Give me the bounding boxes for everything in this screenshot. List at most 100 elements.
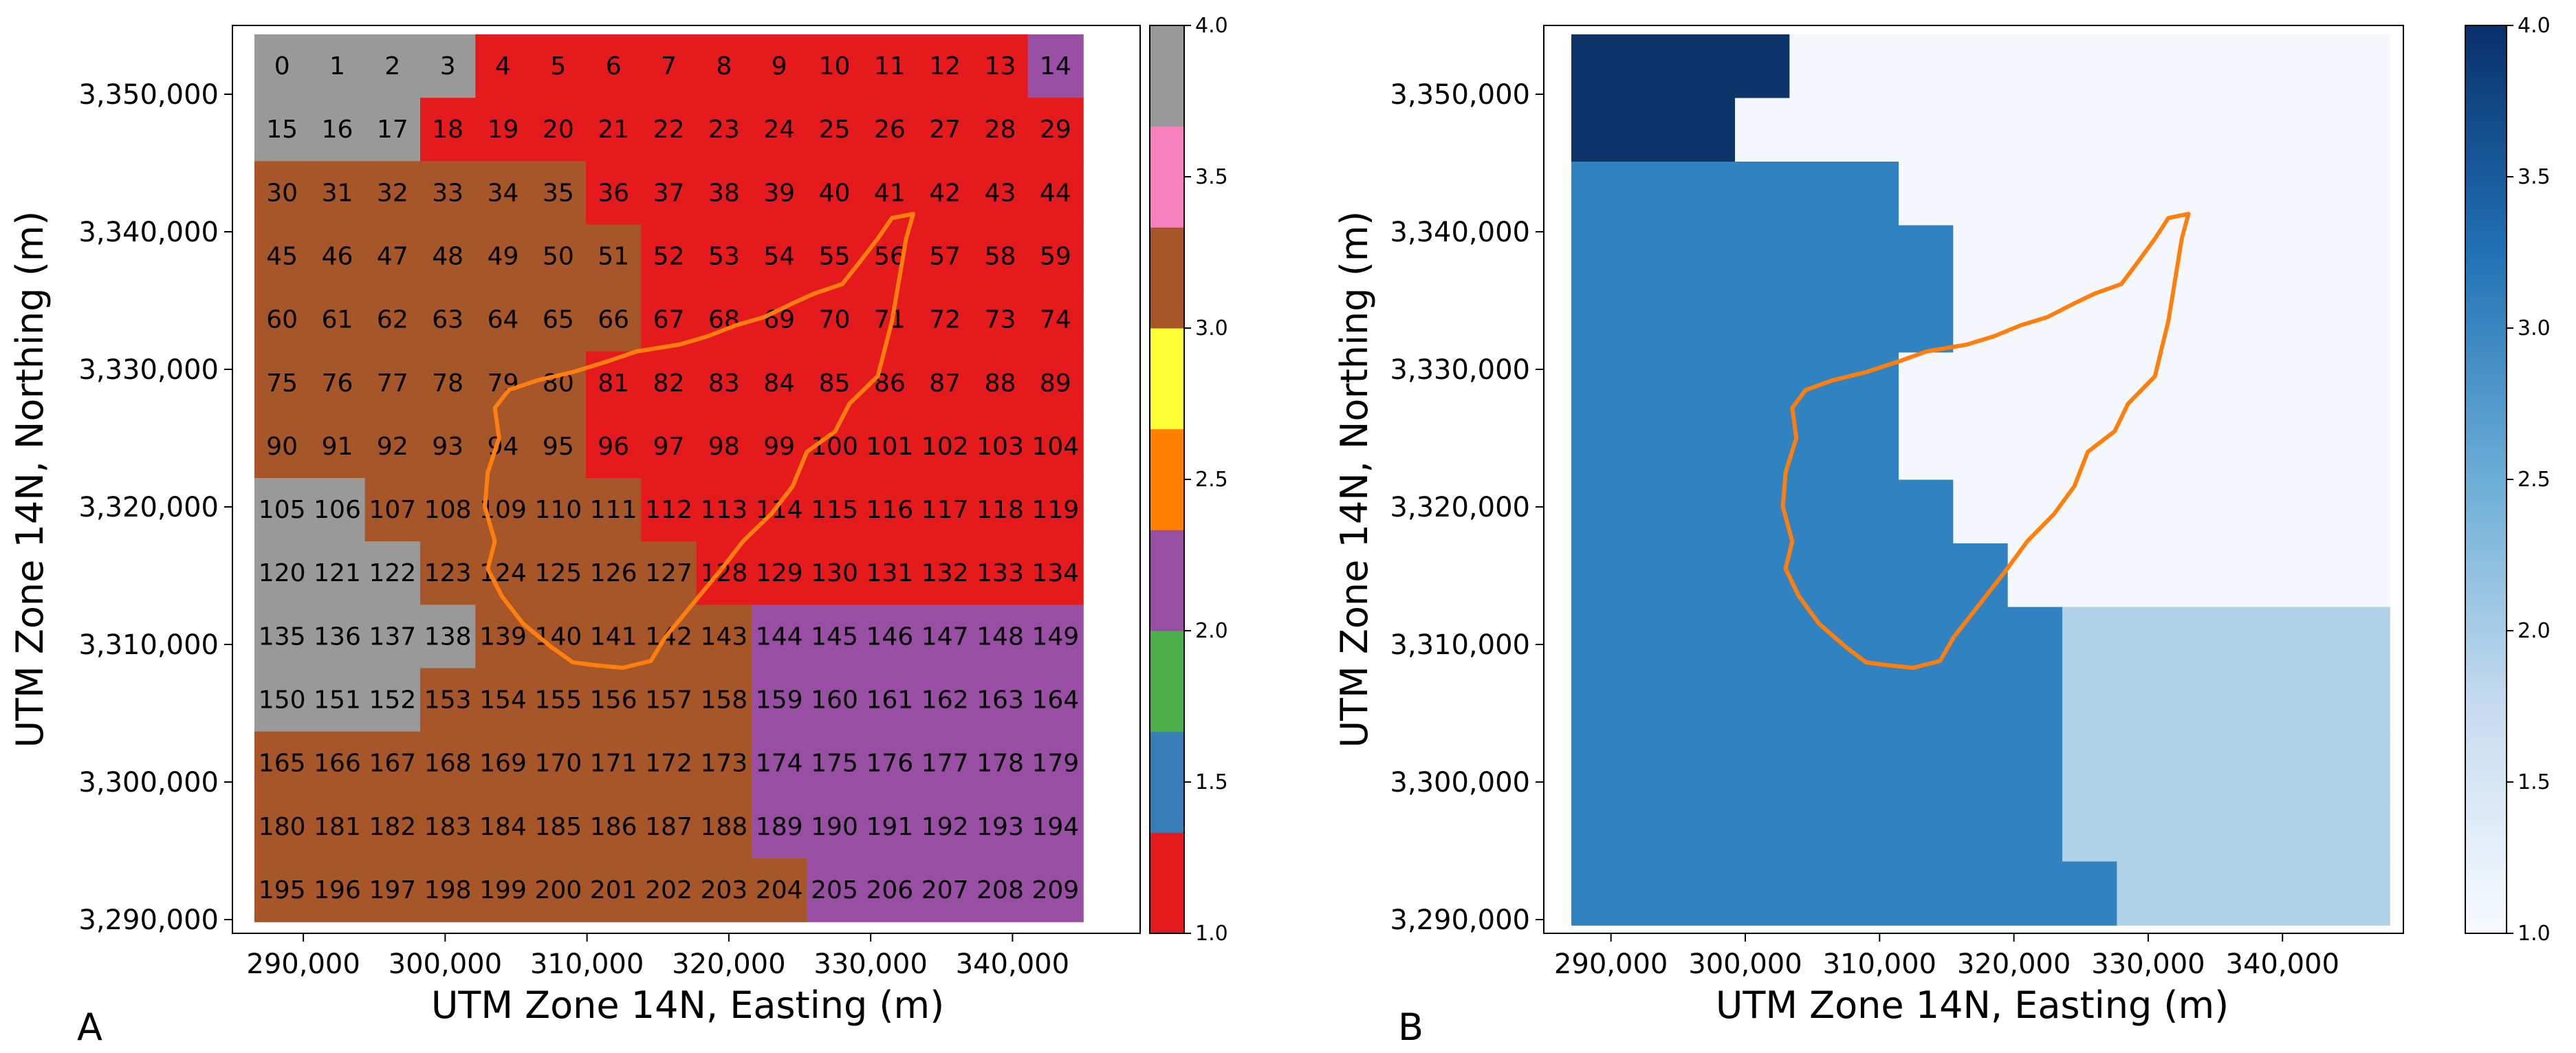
heatmap-cell (364, 287, 421, 352)
heatmap-cell (696, 224, 752, 289)
heatmap-cell (2062, 34, 2118, 99)
cell-id-label: 13 (985, 52, 1016, 80)
cell-id-label: 6 (606, 52, 622, 80)
heatmap-cell (1571, 34, 1627, 99)
heatmap-cell (641, 858, 697, 922)
cell-id-label: 124 (479, 559, 527, 587)
heatmap-cell (364, 858, 421, 922)
cell-id-label: 10 (819, 52, 851, 80)
heatmap-cell (2062, 861, 2118, 926)
colorbar-tick-label: 3.0 (2518, 316, 2551, 340)
y-tick-label: 3,290,000 (1390, 904, 1530, 936)
heatmap-cell (364, 351, 421, 415)
y-tick-label: 3,320,000 (1390, 492, 1530, 523)
cell-id-label: 8 (716, 52, 732, 80)
y-tick-label: 3,310,000 (1390, 629, 1530, 661)
heatmap-cell (2226, 671, 2282, 735)
heatmap-cell (586, 224, 642, 289)
heatmap-cell (1735, 289, 1791, 354)
heatmap-cell (1899, 798, 1954, 862)
heatmap-cell (254, 478, 311, 542)
heatmap-cell (1735, 671, 1791, 735)
cell-id-label: 209 (1032, 876, 1079, 904)
heatmap-cell (2226, 98, 2282, 162)
heatmap-cell (2117, 671, 2172, 735)
y-axis-label: UTM Zone 14N, Northing (m) (1333, 211, 1376, 748)
cell-id-label: 75 (266, 369, 298, 398)
cell-id-label: 97 (653, 433, 685, 461)
heatmap-cell (1571, 289, 1627, 354)
cell-id-label: 121 (314, 559, 361, 587)
heatmap-cell (530, 541, 587, 606)
heatmap-cell (2007, 98, 2063, 162)
axes-frame (1543, 25, 2404, 934)
heatmap-cell (254, 794, 311, 859)
heatmap-cell (1844, 861, 1899, 926)
cell-id-label: 43 (985, 179, 1016, 207)
heatmap-cell (1789, 225, 1845, 290)
cell-id-label: 40 (819, 179, 851, 207)
heatmap-cell (1735, 416, 1791, 481)
cell-id-label: 141 (590, 622, 637, 651)
heatmap-cell (1735, 479, 1791, 544)
cell-id-label: 67 (653, 306, 685, 334)
heatmap-cell (2335, 162, 2390, 226)
cell-id-label: 104 (1032, 433, 1079, 461)
heatmap-cell (309, 414, 366, 479)
heatmap-cell (1953, 416, 2009, 481)
heatmap-cell (2117, 798, 2172, 862)
heatmap-cell (1953, 352, 2009, 417)
heatmap-cell (1844, 289, 1899, 354)
cell-id-label: 38 (708, 179, 740, 207)
cell-id-label: 148 (976, 622, 1024, 651)
heatmap-cell (1789, 98, 1845, 162)
heatmap-cell (1680, 162, 1736, 226)
heatmap-cell (1626, 479, 1681, 544)
x-tick-label: 310,000 (530, 948, 644, 980)
cell-id-label: 64 (488, 306, 519, 334)
watershed-boundary-line (483, 212, 915, 670)
heatmap-cell (420, 98, 477, 162)
heatmap-cell (2335, 543, 2390, 608)
cell-id-label: 187 (645, 813, 692, 841)
heatmap-cell (2062, 352, 2118, 417)
cell-id-label: 174 (756, 750, 803, 778)
heatmap-cell (1844, 607, 1899, 671)
colorbar: 1.0 1.5 2.0 2.5 3.0 3.5 4.0 (2465, 14, 2551, 946)
cell-id-label: 15 (266, 116, 298, 144)
heatmap-cell (1899, 479, 1954, 544)
x-tick-label: 340,000 (2226, 948, 2339, 980)
heatmap-cell (2171, 671, 2227, 735)
colorbar-segment (1150, 631, 1184, 732)
cell-id-label: 49 (488, 243, 519, 271)
y-tick-label: 3,350,000 (1390, 79, 1530, 111)
cell-id-label: 25 (819, 116, 851, 144)
y-tick-label: 3,350,000 (78, 79, 219, 111)
heatmap-cell (972, 858, 1029, 922)
heatmap-cell (641, 478, 697, 542)
colorbar-segment (1150, 126, 1184, 228)
heatmap-cell (309, 731, 366, 796)
cell-id-label: 129 (756, 559, 803, 587)
cell-id-label: 178 (976, 750, 1024, 778)
colorbar-segment (1150, 25, 1184, 127)
cell-id-label: 194 (1032, 813, 1079, 841)
heatmap-cell (1735, 225, 1791, 290)
heatmap-cell (2280, 798, 2336, 862)
heatmap-cell (862, 34, 918, 98)
heatmap-cell (917, 605, 974, 669)
panel-label-b: B (1398, 1006, 1423, 1049)
cell-id-label: 37 (653, 179, 685, 207)
cell-id-label: 62 (377, 306, 408, 334)
y-tick-label: 3,330,000 (78, 354, 219, 386)
heatmap-cell (475, 161, 532, 226)
heatmap-cell (2062, 607, 2118, 671)
heatmap-cell (1844, 416, 1899, 481)
cell-id-label: 188 (700, 813, 747, 841)
cell-id-label: 14 (1040, 52, 1071, 80)
heatmap-cell (2171, 861, 2227, 926)
heatmap-cell (364, 34, 421, 98)
cell-id-label: 183 (424, 813, 472, 841)
heatmap-cell (1789, 671, 1845, 735)
cell-id-label: 98 (708, 433, 740, 461)
